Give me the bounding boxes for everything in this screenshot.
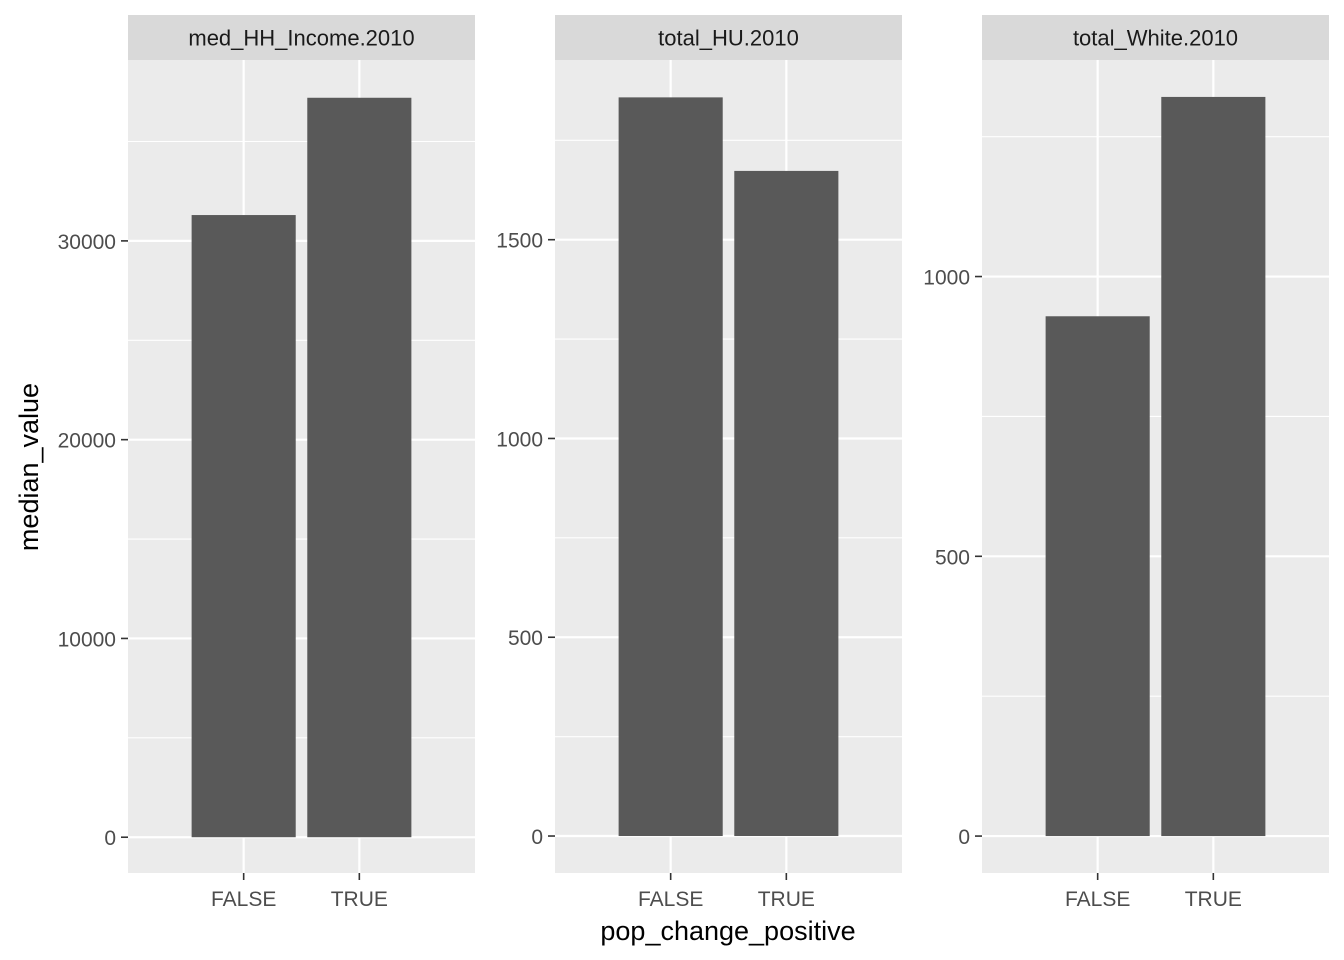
x-tick-label: FALSE: [1065, 888, 1130, 911]
bar-true: [1161, 96, 1266, 837]
y-tick-label: 0: [531, 826, 543, 849]
facet-panel-3: total_White.2010 0 500 1000 FALSE TRUE: [923, 15, 1329, 911]
x-tick-label: FALSE: [638, 888, 703, 911]
bar-false: [191, 215, 296, 838]
y-tick-label: 1000: [496, 428, 543, 451]
strip-label: total_HU.2010: [658, 26, 799, 51]
y-tick-label: 20000: [58, 430, 116, 453]
strip-background: [128, 15, 475, 60]
x-axis-title: pop_change_positive: [600, 916, 855, 946]
y-tick-label: 30000: [58, 231, 116, 254]
facet-panel-2: total_HU.2010 0 500 1000 1500 FALSE TRUE: [496, 15, 902, 911]
x-tick-label: TRUE: [1185, 888, 1242, 911]
y-tick-label: 1500: [496, 230, 543, 253]
x-tick-label: TRUE: [331, 888, 388, 911]
bar-false: [618, 97, 723, 837]
x-tick-label: FALSE: [211, 888, 276, 911]
y-tick-label: 0: [104, 827, 116, 850]
bar-false: [1045, 316, 1150, 837]
strip-label: med_HH_Income.2010: [188, 26, 414, 51]
facet-panel-1: med_HH_Income.2010 0 10000 20000 30000 FALSE T…: [58, 15, 475, 911]
bar-true: [307, 97, 412, 838]
y-tick-label: 500: [508, 627, 543, 650]
y-tick-label: 0: [958, 826, 970, 849]
y-axis-title: median_value: [14, 383, 44, 551]
y-tick-label: 500: [935, 546, 970, 569]
strip-label: total_White.2010: [1073, 26, 1238, 51]
bar-true: [734, 170, 839, 837]
y-tick-label: 10000: [58, 628, 116, 651]
panel-background: [555, 60, 902, 873]
strip-background: [982, 15, 1329, 60]
panel-background: [982, 60, 1329, 873]
strip-background: [555, 15, 902, 60]
y-tick-label: 1000: [923, 267, 970, 290]
x-tick-label: TRUE: [758, 888, 815, 911]
panel-background: [128, 60, 475, 873]
